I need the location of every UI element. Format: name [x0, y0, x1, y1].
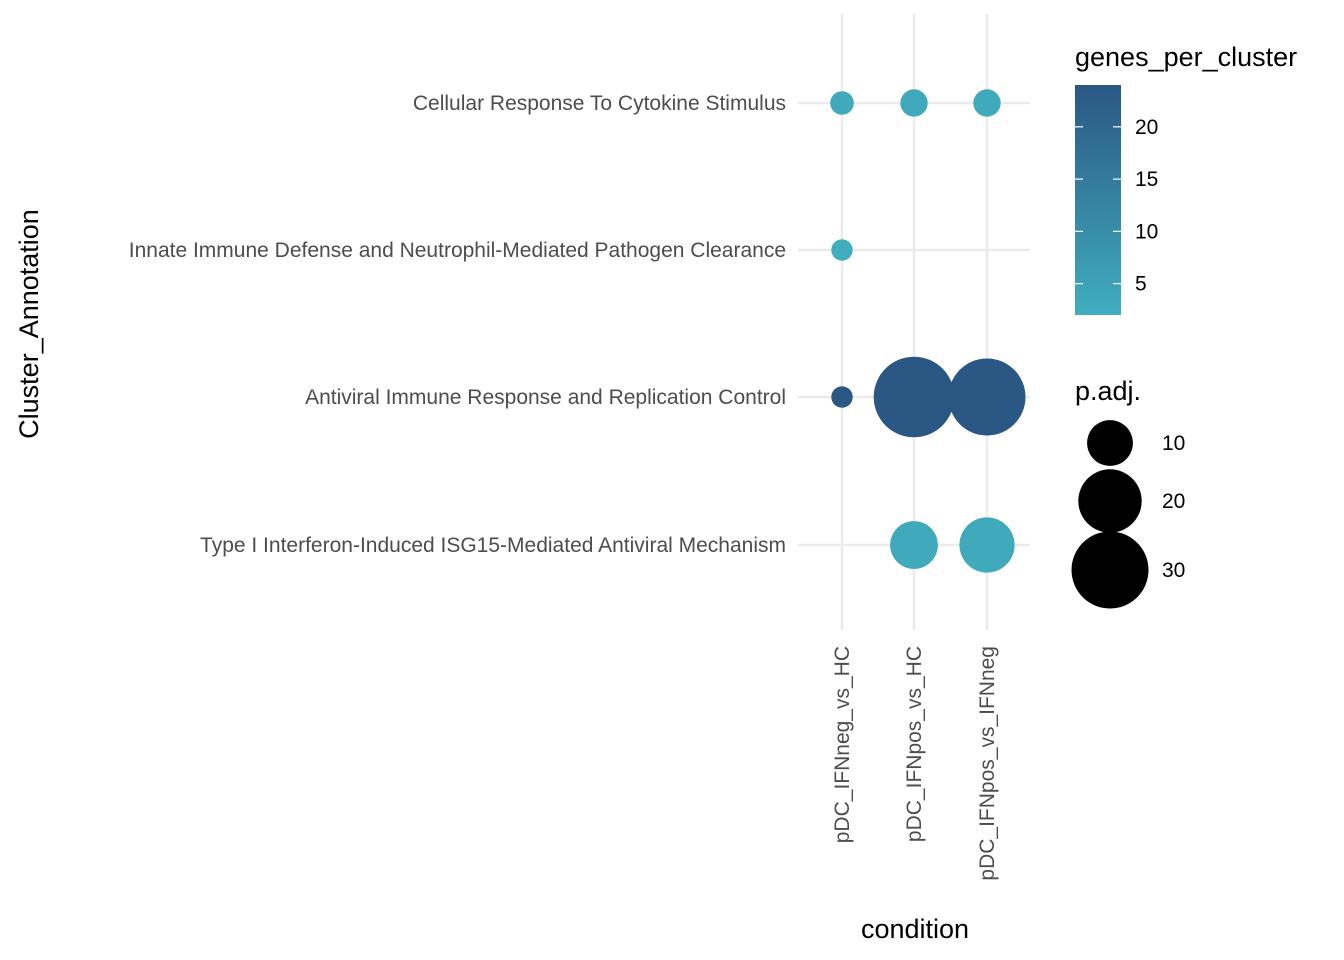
size-legend-label: 20 — [1162, 490, 1185, 513]
colorbar-tick-label: 15 — [1135, 168, 1158, 191]
data-point — [890, 521, 938, 569]
size-legend-circle — [1087, 420, 1133, 466]
size-legend-keys: 10 20 30 — [1071, 420, 1185, 609]
y-axis-title: Cluster_Annotation — [14, 209, 44, 439]
colorbar-tick-label: 5 — [1135, 273, 1147, 296]
x-axis-tick-labels: pDC_IFNneg_vs_HC pDC_IFNpos_vs_HC pDC_IFNp… — [831, 646, 999, 881]
size-legend-label: 10 — [1162, 432, 1185, 455]
color-legend: genes_per_cluster 5 10 15 20 — [1075, 42, 1297, 315]
plot-panel — [798, 14, 1030, 630]
data-point — [831, 239, 853, 261]
x-axis-title: condition — [861, 914, 969, 944]
size-legend-circle — [1071, 531, 1149, 609]
data-point — [873, 356, 955, 438]
data-point — [959, 517, 1015, 573]
colorbar-tick-label: 10 — [1135, 220, 1158, 243]
data-point — [948, 358, 1026, 436]
data-point — [900, 89, 928, 117]
data-point — [830, 91, 854, 115]
y-tick-label: Type I Interferon-Induced ISG15-Mediated… — [200, 534, 786, 557]
x-tick-label: pDC_IFNneg_vs_HC — [831, 646, 854, 843]
data-point — [831, 386, 853, 408]
y-tick-label: Antiviral Immune Response and Replicatio… — [305, 386, 786, 409]
size-legend-title: p.adj. — [1075, 376, 1141, 406]
x-tick-label: pDC_IFNpos_vs_HC — [903, 646, 926, 842]
colorbar-ticks: 5 10 15 20 — [1075, 116, 1158, 296]
size-legend-label: 30 — [1162, 559, 1185, 582]
y-tick-label: Innate Immune Defense and Neutrophil-Med… — [129, 239, 786, 262]
colorbar-tick-label: 20 — [1135, 116, 1158, 139]
y-tick-label: Cellular Response To Cytokine Stimulus — [413, 92, 786, 115]
data-point — [973, 89, 1001, 117]
size-legend: p.adj. 10 20 30 — [1071, 376, 1185, 609]
color-legend-title: genes_per_cluster — [1075, 42, 1297, 72]
x-tick-label: pDC_IFNpos_vs_IFNneg — [976, 646, 999, 881]
colorbar — [1075, 85, 1121, 315]
y-axis-tick-labels: Cellular Response To Cytokine Stimulus In… — [129, 92, 786, 557]
size-legend-circle — [1078, 469, 1142, 533]
data-points — [830, 89, 1026, 573]
